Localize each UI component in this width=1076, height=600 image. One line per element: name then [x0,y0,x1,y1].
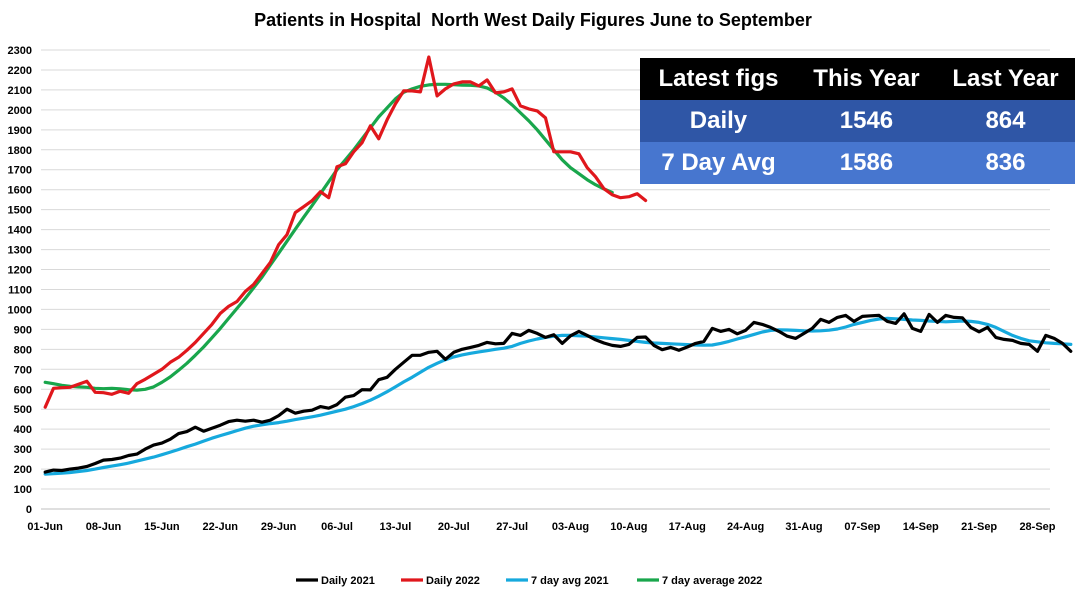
y-tick-label: 400 [14,424,32,436]
x-tick-label: 17-Aug [669,521,706,533]
x-tick-label: 01-Jun [27,521,63,533]
series-line-daily-2022 [43,55,648,409]
y-tick-label: 1700 [8,165,32,177]
series-lines [43,55,1073,476]
y-tick-label: 1200 [8,265,32,277]
x-tick-label: 10-Aug [610,521,647,533]
y-tick-label: 2200 [8,65,32,77]
legend-label: 7 day average 2022 [662,575,762,587]
x-tick-label: 03-Aug [552,521,589,533]
y-tick-label: 300 [14,444,32,456]
stats-row-7day-avg: 7 Day Avg 1586 836 [640,142,1075,184]
y-tick-label: 600 [14,384,32,396]
x-tick-label: 31-Aug [785,521,822,533]
y-tick-label: 1400 [8,225,32,237]
gridlines [41,49,1050,510]
latest-figures-table: Latest figs This Year Last Year Daily 15… [640,58,1075,184]
stats-header-this-year: This Year [796,58,936,100]
x-tick-label: 29-Jun [261,521,297,533]
y-tick-label: 2300 [8,45,32,57]
stats-header-latest: Latest figs [640,58,797,100]
stats-header-row: Latest figs This Year Last Year [640,58,1075,100]
y-tick-label: 1800 [8,145,32,157]
series-line-daily-2021 [43,312,1073,474]
x-tick-label: 22-Jun [203,521,239,533]
legend-label: Daily 2021 [321,575,375,587]
x-tick-label: 07-Sep [844,521,880,533]
stats-cell-last-year: 836 [935,142,1075,184]
legend-label: 7 day avg 2021 [531,575,609,587]
legend: Daily 2021 Daily 2022 7 day avg 2021 7 day … [296,575,762,587]
y-tick-label: 1000 [8,304,32,316]
legend-label: Daily 2022 [426,575,480,587]
y-axis-ticks: 0 100 200 300 400 500 600 700 800 900 1000 1100 1200… [8,45,32,516]
x-tick-label: 14-Sep [903,521,939,533]
x-tick-label: 08-Jun [86,521,122,533]
stats-cell-last-year: 864 [935,100,1075,142]
series-line-7-day-average-2022 [43,82,614,392]
series-line-7-day-avg-2021 [43,316,1073,476]
y-tick-label: 200 [14,464,32,476]
y-tick-label: 100 [14,484,32,496]
x-axis-ticks: 01-Jun 08-Jun 15-Jun 22-Jun 29-Jun 06-Jul 13-J… [27,521,1055,533]
x-tick-label: 13-Jul [380,521,412,533]
stats-cell-this-year: 1586 [796,142,936,184]
x-tick-label: 06-Jul [321,521,353,533]
x-tick-label: 20-Jul [438,521,470,533]
y-tick-label: 1100 [8,284,32,296]
stats-cell-this-year: 1546 [796,100,936,142]
y-tick-label: 1900 [8,125,32,137]
x-tick-label: 24-Aug [727,521,764,533]
y-tick-label: 1600 [8,185,32,197]
y-tick-label: 1300 [8,245,32,257]
x-tick-label: 27-Jul [496,521,528,533]
y-tick-label: 700 [14,364,32,376]
chart-title: Patients in Hospital North West Daily Fi… [254,10,812,30]
y-tick-label: 900 [14,324,32,336]
stats-cell-label: Daily [640,100,797,142]
y-tick-label: 1500 [8,205,32,217]
y-tick-label: 0 [26,504,32,516]
stats-row-daily: Daily 1546 864 [640,100,1075,142]
stats-cell-label: 7 Day Avg [640,142,797,184]
y-tick-label: 2000 [8,105,32,117]
y-tick-label: 500 [14,404,32,416]
x-tick-label: 21-Sep [961,521,997,533]
y-tick-label: 2100 [8,85,32,97]
x-tick-label: 28-Sep [1019,521,1055,533]
y-tick-label: 800 [14,344,32,356]
x-tick-label: 15-Jun [144,521,180,533]
stats-header-last-year: Last Year [935,58,1075,100]
